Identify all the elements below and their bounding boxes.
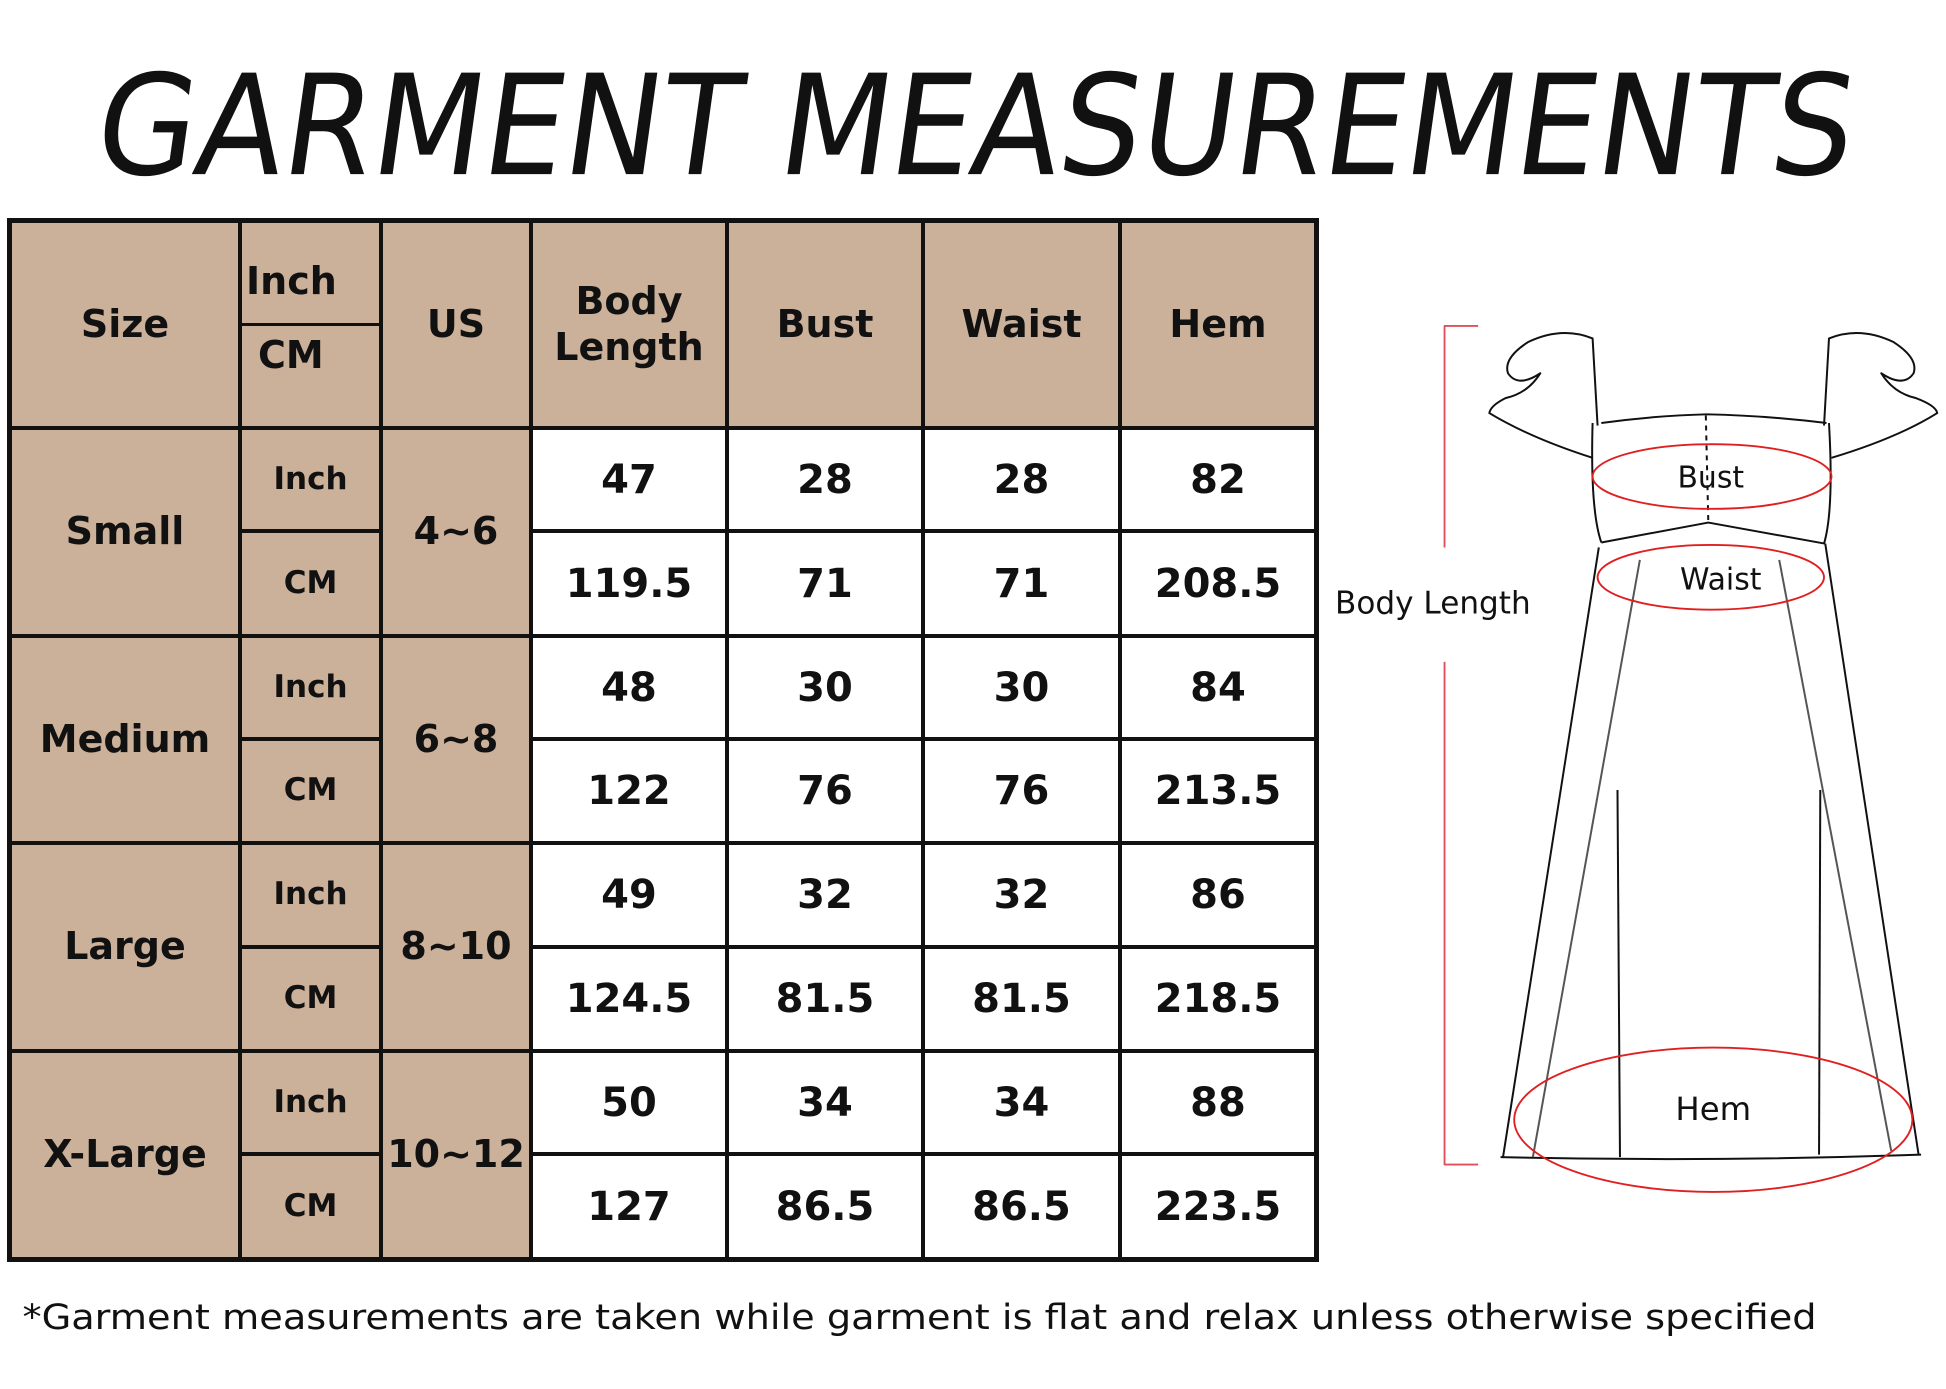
footnote: *Garment measurements are taken while ga…	[22, 1298, 1816, 1338]
value-inch-bust: 30	[729, 638, 921, 737]
value-inch-hem: 88	[1122, 1053, 1314, 1152]
value-inch-bust: 28	[729, 430, 921, 529]
header-unit-inch: Inch	[246, 259, 337, 303]
size-label: X-Large	[12, 1053, 238, 1257]
unit-label-cm: CM	[242, 741, 379, 841]
value-inch-bust: 34	[729, 1053, 921, 1152]
size-label: Large	[12, 845, 238, 1049]
value-cm-hem: 208.5	[1122, 533, 1314, 634]
value-cm-body-length: 124.5	[533, 949, 725, 1049]
us-size: 6~8	[383, 638, 529, 841]
value-inch-body-length: 49	[533, 845, 725, 945]
value-inch-hem: 86	[1122, 845, 1314, 945]
value-cm-waist: 71	[925, 533, 1118, 634]
body-length-bracket	[1443, 325, 1479, 1166]
value-cm-bust: 81.5	[729, 949, 921, 1049]
value-cm-bust: 76	[729, 741, 921, 841]
size-label: Medium	[12, 638, 238, 841]
value-cm-bust: 71	[729, 533, 921, 634]
unit-label-inch: Inch	[242, 1053, 379, 1152]
bust-label: Bust	[1677, 461, 1744, 496]
unit-label-cm: CM	[242, 949, 379, 1049]
unit-label-cm: CM	[242, 533, 379, 634]
dress-diagram: Body Length	[1335, 325, 1939, 1193]
value-cm-bust: 86.5	[729, 1156, 921, 1257]
header-body-length-line: Body	[575, 278, 683, 323]
header-size: Size	[12, 223, 238, 426]
us-size: 10~12	[383, 1053, 529, 1257]
value-cm-waist: 86.5	[925, 1156, 1118, 1257]
header-body-length: Body Length	[533, 223, 725, 426]
value-cm-body-length: 127	[533, 1156, 725, 1257]
value-cm-hem: 218.5	[1122, 949, 1314, 1049]
header-hem: Hem	[1122, 223, 1314, 426]
header-bust: Bust	[729, 223, 921, 426]
value-inch-waist: 34	[925, 1053, 1118, 1152]
unit-label-inch: Inch	[242, 845, 379, 945]
hem-ellipse	[1513, 1046, 1914, 1193]
value-cm-hem: 223.5	[1122, 1156, 1314, 1257]
value-inch-body-length: 47	[533, 430, 725, 529]
measure-ellipses	[1513, 443, 1914, 1193]
value-inch-body-length: 50	[533, 1053, 725, 1152]
us-size: 4~6	[383, 430, 529, 634]
value-cm-body-length: 119.5	[533, 533, 725, 634]
bust-ellipse	[1591, 443, 1833, 510]
value-cm-body-length: 122	[533, 741, 725, 841]
value-inch-body-length: 48	[533, 638, 725, 737]
unit-divider	[242, 323, 379, 326]
value-inch-waist: 32	[925, 845, 1118, 945]
page-title: GARMENT MEASUREMENTS	[87, 46, 1867, 208]
header-unit: Inch CM	[242, 223, 379, 426]
value-cm-waist: 81.5	[925, 949, 1118, 1049]
unit-label-inch: Inch	[242, 430, 379, 529]
unit-label-cm: CM	[242, 1156, 379, 1257]
value-cm-hem: 213.5	[1122, 741, 1314, 841]
size-label: Small	[12, 430, 238, 634]
us-size: 8~10	[383, 845, 529, 1049]
dress-outline	[1488, 332, 1939, 1161]
unit-label-inch: Inch	[242, 638, 379, 737]
value-inch-hem: 82	[1122, 430, 1314, 529]
hem-label: Hem	[1675, 1090, 1751, 1128]
body-length-label: Body Length	[1335, 585, 1531, 621]
value-inch-bust: 32	[729, 845, 921, 945]
value-inch-waist: 28	[925, 430, 1118, 529]
header-body-length-line: Length	[554, 324, 704, 369]
value-inch-waist: 30	[925, 638, 1118, 737]
waist-ellipse	[1596, 544, 1825, 611]
header-unit-cm: CM	[258, 333, 324, 377]
header-us: US	[383, 223, 529, 426]
value-inch-hem: 84	[1122, 638, 1314, 737]
measurement-table: Size Inch CM US Body Length Bust Waist Hem Small I…	[7, 218, 1319, 1262]
value-cm-waist: 76	[925, 741, 1118, 841]
waist-label: Waist	[1680, 563, 1761, 598]
header-waist: Waist	[925, 223, 1118, 426]
